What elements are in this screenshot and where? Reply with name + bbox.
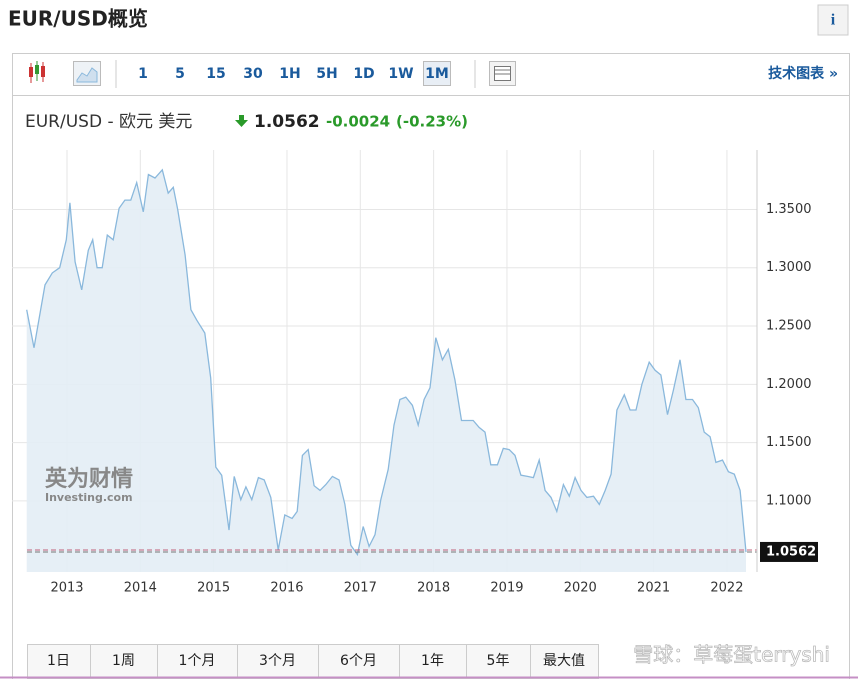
range-label[interactable]: 最大值 [543, 653, 585, 669]
x-tick-label: 2016 [270, 581, 303, 596]
range-button[interactable] [157, 644, 238, 679]
info-icon[interactable]: i [831, 12, 836, 29]
range-label[interactable]: 1个月 [179, 653, 216, 669]
candle-icon[interactable] [29, 61, 45, 83]
interval-button[interactable]: 1H [279, 66, 300, 82]
x-tick-label: 2014 [124, 581, 157, 596]
watermark: 雪球：草莓蛋terryshi [633, 643, 830, 667]
interval-buttons: 1 5 15 30 1H 5H 1D 1W 1M [138, 61, 451, 86]
last-price-flag [760, 541, 818, 562]
interval-button[interactable]: 1 [138, 66, 148, 82]
range-label[interactable]: 1年 [421, 653, 444, 669]
plot: 2013 2014 2015 2016 2017 2018 2019 2020 2021 2022… [12, 150, 818, 596]
y-tick-label: 1.3000 [766, 260, 812, 275]
y-tick-label: 1.3500 [766, 202, 812, 217]
price-change: -0.0024 [326, 113, 390, 131]
interval-button[interactable]: 1W [388, 66, 413, 82]
interval-button[interactable]: 15 [206, 66, 225, 82]
range-button[interactable] [530, 644, 599, 679]
x-tick-label: 2022 [710, 581, 743, 596]
interval-active-bg[interactable] [423, 61, 451, 86]
x-tick-label: 2021 [637, 581, 670, 596]
interval-button[interactable]: 5H [316, 66, 337, 82]
title: EUR/USD概览 [8, 7, 148, 31]
last-price: 1.0562 [254, 112, 320, 132]
x-tick-label: 2018 [417, 581, 450, 596]
table-icon[interactable] [489, 61, 516, 86]
area-icon[interactable] [73, 61, 101, 86]
range-button[interactable] [237, 644, 319, 679]
x-tick-label: 2013 [50, 581, 83, 596]
instrument-name: EUR/USD - 欧元 美元 [25, 112, 192, 132]
range-button[interactable] [466, 644, 531, 679]
area-fill [26, 169, 746, 573]
price-line [26, 168, 747, 557]
x-tick-label: 2015 [197, 581, 230, 596]
y-tick-label: 1.2000 [766, 377, 812, 392]
y-tick-label: 1.2500 [766, 319, 812, 334]
interval-button[interactable]: 1M [425, 66, 449, 82]
last-price-flag-label: 1.0562 [766, 544, 816, 559]
price-change-percent: (-0.23%) [396, 113, 468, 131]
chart-panel [12, 95, 850, 679]
range-label[interactable]: 1日 [47, 653, 70, 669]
x-tick-label: 2017 [344, 581, 377, 596]
range-label[interactable]: 3个月 [259, 653, 296, 669]
info-button[interactable] [817, 4, 849, 36]
range-label[interactable]: 1周 [112, 653, 135, 669]
range-label[interactable]: 5年 [487, 653, 510, 669]
x-tick-label: 2019 [490, 581, 523, 596]
logo-name: 英为财情 [45, 466, 133, 492]
range-label[interactable]: 6个月 [340, 653, 377, 669]
interval-button[interactable]: 30 [243, 66, 263, 82]
y-tick-label: 1.1000 [766, 493, 812, 508]
y-tick-label: 1.1500 [766, 435, 812, 450]
technical-chart-link[interactable]: 技术图表 » [768, 65, 838, 82]
down-arrow [235, 115, 248, 127]
logo-site: Investing.com [45, 491, 133, 504]
x-tick-label: 2020 [564, 581, 597, 596]
range-buttons: 1日 1周 1个月 3个月 6个月 1年 5年 最大值 [27, 644, 599, 679]
interval-button[interactable]: 5 [175, 66, 185, 82]
interval-button[interactable]: 1D [353, 66, 374, 82]
